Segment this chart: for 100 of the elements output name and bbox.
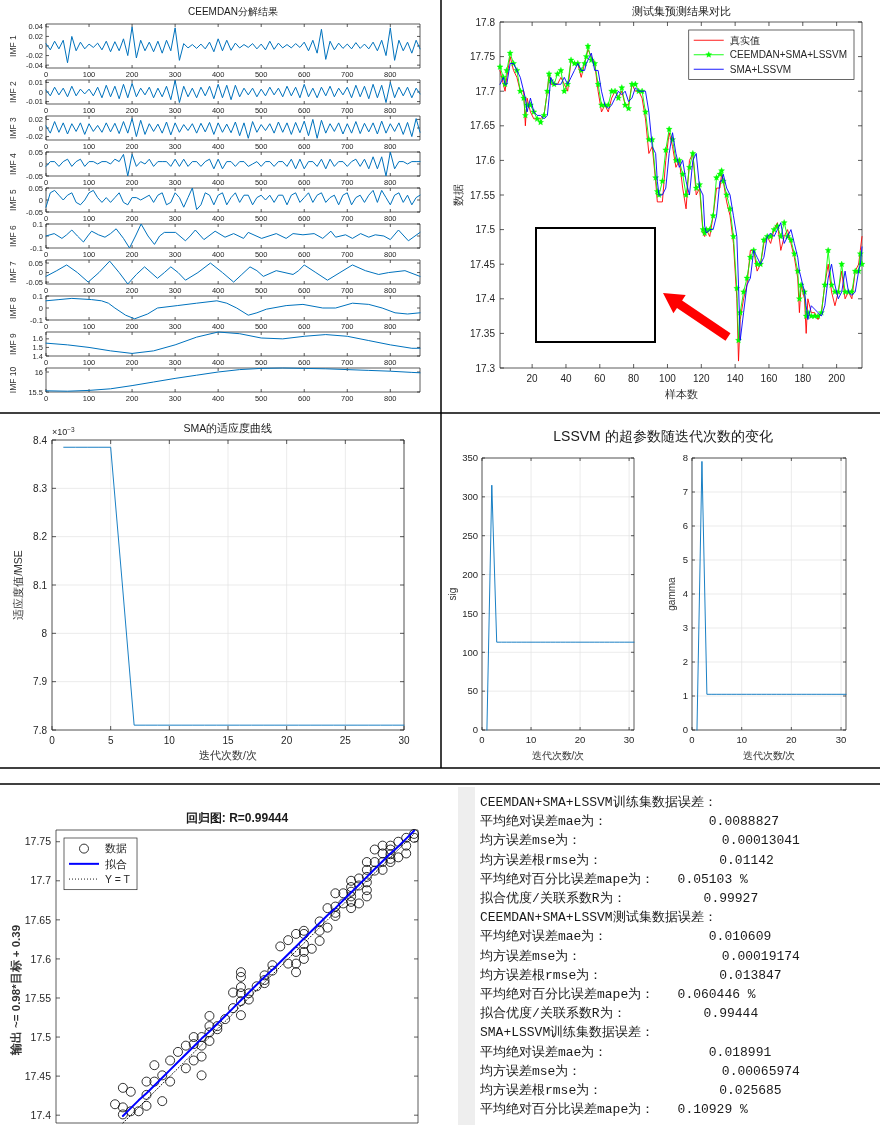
y-tick-label: 100: [462, 646, 478, 658]
point: [220, 1014, 231, 1024]
point: [141, 1089, 152, 1100]
x-tick-label: 100: [659, 373, 677, 384]
point: [409, 829, 419, 839]
point: [141, 1076, 152, 1087]
point: [180, 1063, 191, 1074]
point: [236, 988, 246, 999]
point: [188, 1039, 199, 1049]
line-series: [45, 223, 421, 249]
text: 平均绝对误差mae为： 0.010609: [480, 929, 772, 945]
point: [346, 896, 357, 907]
point: [361, 864, 372, 875]
point: [236, 971, 246, 982]
point: [157, 1096, 168, 1107]
x-tick-label: 10: [163, 735, 176, 746]
y-tick-label: 17.3: [475, 362, 496, 374]
chart-title: CEEMDAN分解结果: [187, 6, 279, 17]
y-axis-title: 输出 ~= 0.98*目标 + 0.39: [9, 924, 22, 1057]
point: [377, 864, 388, 875]
y-axis-title: IMF 6: [8, 224, 18, 247]
point: [236, 996, 246, 1007]
y-axis-title: 适应度值/MSE: [12, 550, 24, 620]
point: [314, 936, 325, 946]
y-axis-title: IMF 10: [8, 366, 18, 394]
point: [204, 1027, 215, 1038]
point: [141, 1100, 152, 1111]
point: [361, 891, 372, 902]
y-tick-label: 17.8: [475, 16, 496, 28]
y-tick-label: 300: [462, 491, 478, 503]
point: [267, 960, 278, 971]
point: [298, 946, 309, 957]
point: [228, 987, 238, 998]
point: [298, 929, 309, 939]
text: 均方误差根rmse为： 0.013847: [479, 966, 782, 983]
y-tick-label: 8.1: [33, 579, 48, 591]
x-tick-label: 140: [726, 373, 744, 384]
point: [346, 886, 357, 897]
legend-label: SMA+LSSVM: [729, 63, 792, 75]
point: [346, 875, 357, 886]
point: [377, 848, 388, 859]
line-series: [45, 187, 421, 211]
x-tick-label: 20: [574, 734, 586, 745]
point: [228, 1003, 238, 1014]
y-tick-label: 17.75: [469, 51, 496, 63]
x-axis-title: 迭代次数/次: [742, 750, 796, 761]
text: SMA+LSSVM训练集数据误差：: [480, 1025, 655, 1041]
point: [149, 1076, 160, 1087]
y-tick-label: 8.4: [33, 434, 48, 446]
y-tick-label: 17.5: [30, 1030, 52, 1043]
point: [354, 898, 364, 909]
point: [165, 1055, 176, 1066]
point: [180, 1040, 191, 1051]
legend-label: CEEMDAN+SMA+LSSVM: [729, 49, 847, 61]
y-tick-label: 17.4: [30, 1108, 52, 1121]
point: [369, 844, 380, 855]
line-series: [45, 79, 421, 104]
x-axis-title: 迭代次数/次: [531, 750, 585, 761]
point: [243, 988, 254, 999]
y-axis-title: IMF 9: [8, 332, 18, 355]
point: [110, 1099, 120, 1110]
y-tick-label: 0: [472, 724, 478, 736]
x-tick-label: 160: [760, 373, 778, 384]
x-tick-label: 20: [786, 734, 797, 745]
point: [322, 903, 333, 914]
point: [377, 857, 388, 867]
point: [385, 844, 396, 855]
y-tick-label: 2: [682, 656, 688, 668]
x-tick-label: 20: [526, 373, 539, 384]
point: [361, 877, 372, 888]
point: [338, 898, 349, 909]
point: [385, 849, 396, 860]
text: ×10$^{−3}$: [52, 425, 76, 437]
point: [361, 885, 372, 896]
text: 平均绝对百分比误差mape为： 0.05103 %: [480, 871, 749, 887]
text: CEEMDAN+SMA+LSSVM训练集数据误差：: [480, 795, 717, 810]
x-tick-label: 10: [736, 734, 747, 745]
point: [204, 1036, 215, 1046]
x-tick-label: 40: [560, 373, 572, 384]
line-series: [45, 367, 421, 392]
point: [354, 873, 364, 884]
point: [361, 871, 372, 882]
chart-title: SMA的适应度曲线: [183, 422, 273, 434]
legend-label: 拟合: [105, 857, 127, 870]
y-tick-label: 7: [682, 486, 688, 498]
y-tick-label: 7.8: [33, 724, 48, 736]
y-tick-label: 8.3: [33, 482, 48, 494]
point: [259, 975, 270, 985]
point: [236, 967, 246, 978]
text: 拟合优度/关联系数R为： 0.99444: [480, 1005, 759, 1022]
point: [188, 1055, 199, 1066]
chart-title: 测试集预测结果对比: [631, 5, 731, 17]
point: [409, 832, 419, 843]
point: [330, 911, 341, 921]
point: [291, 946, 301, 957]
point: [291, 967, 301, 978]
point: [322, 922, 333, 933]
point: [236, 982, 246, 992]
x-tick-label: 30: [835, 734, 847, 745]
point: [369, 865, 380, 876]
